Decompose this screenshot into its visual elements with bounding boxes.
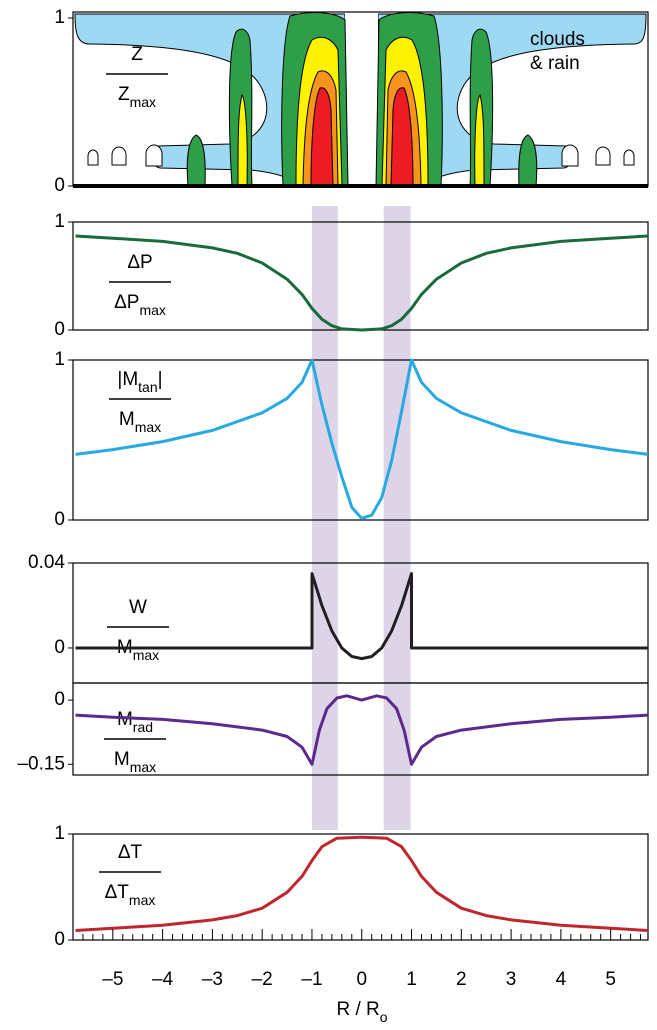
subscript: rad (133, 719, 153, 735)
label-text: M (114, 749, 130, 770)
y-label-numerator: Mrad (117, 709, 153, 735)
label-text: ΔP (127, 252, 152, 273)
label-text: M (117, 709, 133, 730)
data-line (75, 835, 649, 932)
x-tick-label: –3 (202, 969, 223, 990)
data-line (75, 234, 649, 332)
subscript: o (380, 1009, 388, 1025)
cloud-cell (111, 146, 127, 166)
x-tick-label: 5 (605, 969, 616, 990)
y-tick-label: –0.15 (17, 753, 65, 774)
x-tick-label: 1 (406, 969, 417, 990)
subscript: max (130, 759, 156, 775)
x-tick-label: 2 (456, 969, 467, 990)
y-tick-label: 1 (54, 823, 65, 844)
eye (345, 10, 378, 186)
label-text: M (119, 409, 135, 430)
y-label-denominator: ΔTmax (105, 882, 156, 908)
rain-contour (390, 87, 414, 187)
rain-contour (310, 87, 334, 187)
rain-contour (474, 93, 485, 187)
label-text: ΔT (118, 842, 143, 863)
x-tick-label: 4 (556, 969, 567, 990)
y-tick-label: 1 (54, 211, 65, 232)
rain-contour (186, 134, 206, 187)
x-tick-label: –1 (301, 969, 322, 990)
x-tick-label: –2 (252, 969, 273, 990)
data-line (75, 694, 649, 766)
subscript: max (130, 94, 156, 110)
y-label-numerator: ΔP (127, 252, 152, 273)
y-label-numerator: W (129, 597, 147, 618)
label-text: ΔT (105, 882, 130, 903)
y-tick-label: 0 (54, 637, 65, 658)
y-tick-label: 0 (54, 689, 65, 710)
shaded-band (383, 206, 411, 830)
panel-frame (72, 359, 649, 521)
subscript: max (139, 302, 165, 318)
y-label-denominator: Mmax (114, 749, 156, 775)
label-text: |M (117, 369, 138, 390)
rain-contour (237, 93, 248, 187)
cloud-diagram (74, 10, 647, 187)
cloud-region (377, 13, 647, 187)
subscript: max (135, 419, 161, 435)
y-tick-label: 1 (54, 7, 65, 28)
label-text: Z (118, 84, 130, 105)
data-line (75, 572, 648, 661)
panel-frame (72, 833, 649, 941)
x-tick-label: –4 (152, 969, 174, 990)
label-text: Z (131, 44, 143, 65)
y-label-numerator: Z (131, 44, 143, 65)
y-label-numerator: ΔT (118, 842, 143, 863)
cloud-region (74, 13, 346, 187)
x-tick-label: –5 (102, 969, 123, 990)
cloud-cell (595, 146, 611, 166)
panel-frame (72, 562, 649, 684)
cloud-cell (145, 144, 163, 167)
label-text: R / R (336, 999, 379, 1020)
label-text: W (129, 597, 147, 618)
y-tick-label: 0 (54, 319, 65, 340)
label-text: ΔP (114, 292, 139, 313)
y-label-numerator: |Mtan| (117, 369, 162, 395)
cloud-cell (623, 149, 635, 166)
x-axis-label: R / Ro (336, 999, 387, 1025)
y-tick-label: 0 (54, 929, 65, 950)
label-text: | (158, 369, 163, 390)
panel-frame (72, 682, 649, 776)
data-line (75, 358, 649, 520)
shaded-band (311, 206, 338, 830)
y-label-denominator: Mmax (117, 637, 159, 663)
y-tick-label: 0 (54, 509, 65, 530)
subscript: max (129, 892, 155, 908)
y-tick-label: 0 (54, 175, 65, 196)
subscript: max (133, 647, 159, 663)
y-label-denominator: ΔPmax (114, 292, 166, 318)
y-label-denominator: Zmax (118, 84, 156, 110)
y-tick-label: 1 (54, 349, 65, 370)
cloud-cell (87, 149, 99, 166)
y-label-denominator: Mmax (119, 409, 161, 435)
x-tick-label: 0 (356, 969, 367, 990)
cloud-cell (561, 144, 579, 167)
rain-contour (518, 134, 538, 187)
annotation: clouds (530, 29, 585, 50)
annotation: & rain (530, 53, 580, 74)
y-tick-label: 0.04 (28, 552, 65, 573)
x-tick-label: 3 (506, 969, 517, 990)
subscript: tan (138, 379, 157, 395)
